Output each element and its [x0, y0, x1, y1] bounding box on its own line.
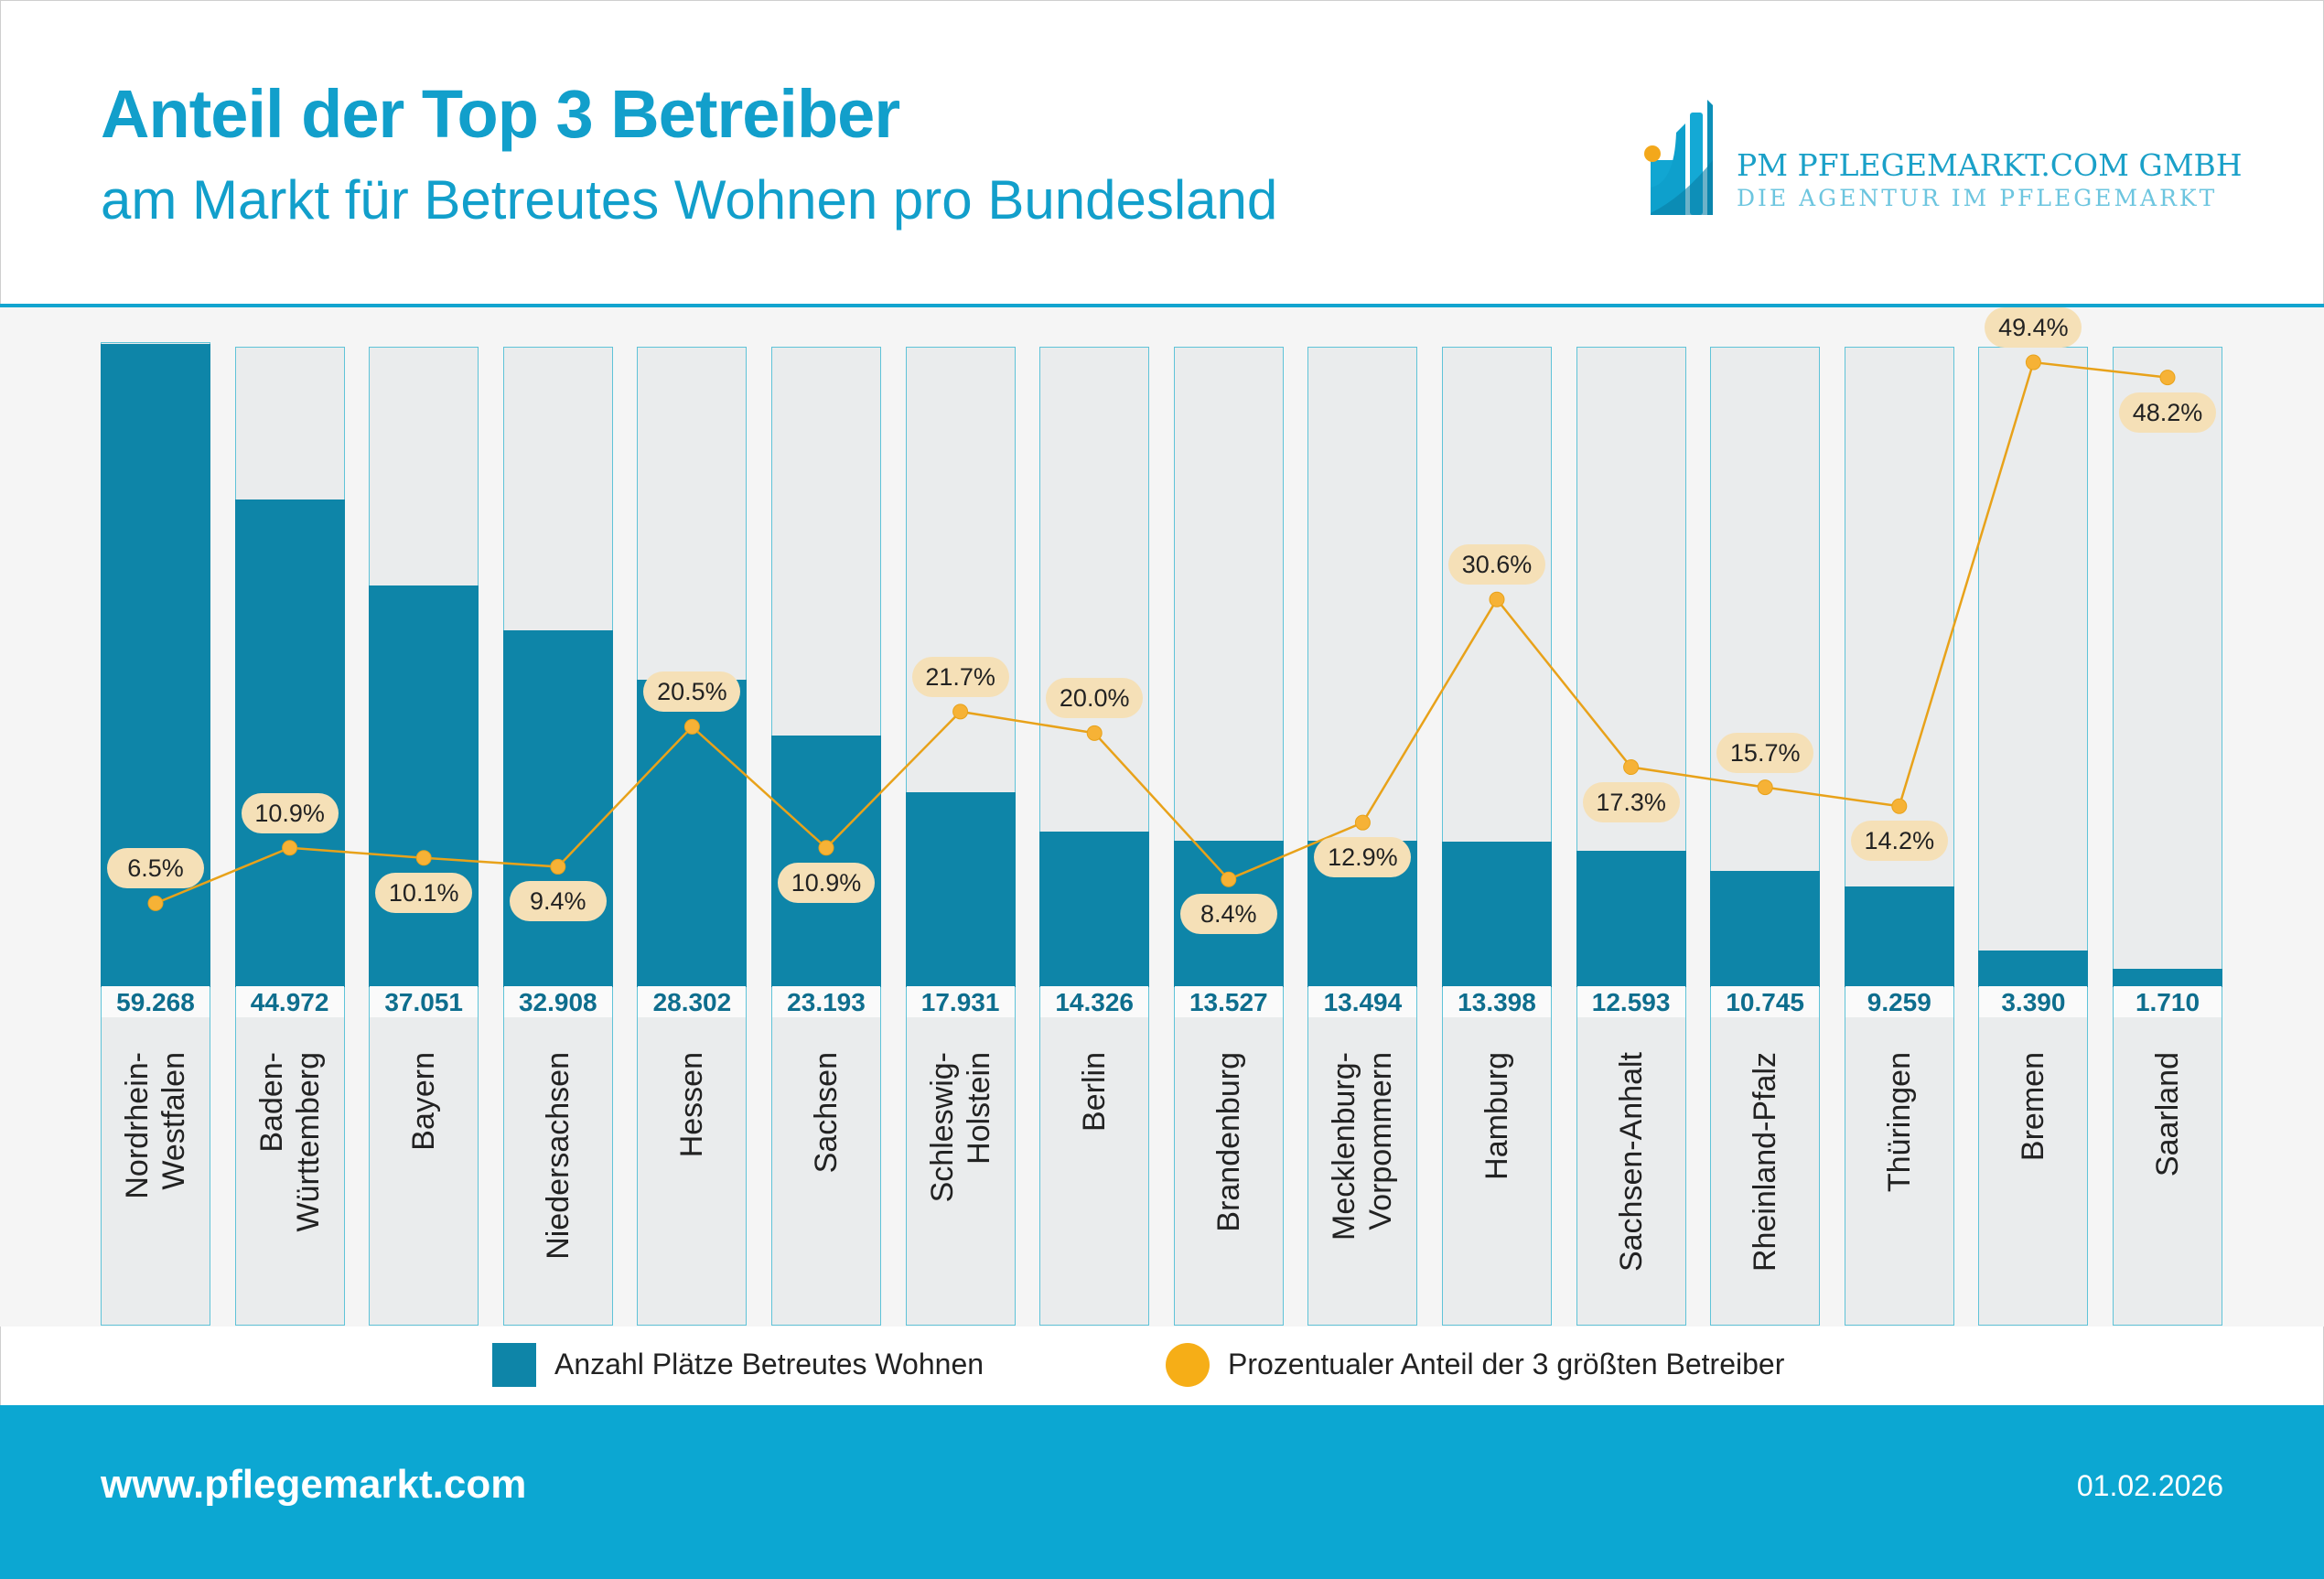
percentage-label: 21.7% [911, 656, 1009, 697]
percentage-label: 8.4% [1179, 894, 1277, 935]
bar-value-label: 23.193 [772, 986, 880, 1017]
bar-value-label: 32.908 [503, 986, 612, 1017]
bar [1710, 870, 1821, 987]
bar-value-label: 1.710 [2114, 986, 2222, 1017]
bar-value-label: 28.302 [638, 986, 747, 1017]
percentage-label: 20.5% [643, 671, 741, 713]
bar-value-label: 37.051 [370, 986, 479, 1017]
bar-column: 17.931 Schleswig- Holstein [905, 347, 1016, 1326]
chart-area [0, 307, 2324, 1327]
bar [101, 344, 210, 987]
bar-value-label: 13.527 [1174, 986, 1283, 1017]
bar [1039, 832, 1150, 987]
chart-title: Anteil der Top 3 Betreiber [101, 76, 900, 152]
bar-column: 3.390 Bremen [1978, 347, 2089, 1326]
percentage-label: 49.4% [1985, 307, 2082, 349]
legend-line-label: Prozentualer Anteil der 3 größten Betrei… [1228, 1348, 1785, 1380]
bar [905, 792, 1016, 987]
category-label: Bremen [2016, 1052, 2051, 1162]
percentage-label: 17.3% [1582, 781, 1680, 822]
footer-date: 01.02.2026 [2076, 1469, 2223, 1502]
category-label: Baden- Württemberg [253, 1052, 326, 1232]
percentage-label: 12.9% [1314, 837, 1412, 878]
bar-column: 59.268 Nordrhein- Westfalen [101, 342, 210, 1326]
category-label: Schleswig- Holstein [924, 1052, 996, 1203]
logo-bars-icon [1644, 100, 1713, 215]
bar-column: 44.972 Baden- Württemberg [234, 347, 345, 1326]
bar-value-label: 59.268 [102, 986, 210, 1017]
bar-column: 23.193 Sachsen [771, 347, 881, 1326]
bar-value-label: 10.745 [1711, 986, 1820, 1017]
bar-value-label: 44.972 [235, 986, 344, 1017]
footer-website-link[interactable]: www.pflegemarkt.com [101, 1462, 527, 1507]
category-label: Hamburg [1479, 1052, 1514, 1180]
category-label: Niedersachsen [540, 1052, 576, 1260]
bar [1576, 850, 1686, 987]
legend-line-swatch [1166, 1343, 1210, 1387]
bar [1844, 886, 1954, 987]
percentage-label: 14.2% [1850, 821, 1948, 862]
bar [369, 585, 479, 987]
legend-bar-label: Anzahl Plätze Betreutes Wohnen [554, 1348, 984, 1380]
bar-column: 32.908 Niedersachsen [502, 347, 613, 1326]
percentage-label: 10.1% [375, 872, 473, 913]
bar-column: 13.527 Brandenburg [1173, 347, 1284, 1326]
bar [637, 680, 748, 987]
category-label: Hessen [674, 1052, 710, 1158]
percentage-label: 10.9% [241, 792, 339, 833]
category-label: Mecklenburg- Vorpommern [1327, 1052, 1399, 1241]
bar [502, 629, 613, 987]
percentage-label: 10.9% [778, 862, 875, 903]
bar-value-label: 13.398 [1443, 986, 1551, 1017]
bar-column: 12.593 Sachsen-Anhalt [1576, 347, 1686, 1326]
bar [1978, 950, 2089, 987]
percentage-label: 9.4% [509, 881, 607, 922]
category-label: Thüringen [1881, 1052, 1917, 1193]
category-label: Sachsen [809, 1052, 844, 1174]
bar-column: 37.051 Bayern [369, 347, 479, 1326]
bar-value-label: 17.931 [906, 986, 1015, 1017]
bar [234, 499, 345, 987]
bar-column: 10.745 Rheinland-Pfalz [1710, 347, 1821, 1326]
category-label: Berlin [1077, 1052, 1113, 1132]
category-label: Sachsen-Anhalt [1613, 1052, 1649, 1273]
bar [1442, 842, 1552, 987]
bar-column: 14.326 Berlin [1039, 347, 1150, 1326]
legend-bar-swatch [492, 1343, 536, 1387]
bar-column: 28.302 Hessen [637, 347, 748, 1326]
category-label: Brandenburg [1210, 1052, 1246, 1232]
bar-value-label: 14.326 [1040, 986, 1149, 1017]
percentage-label: 48.2% [2119, 392, 2216, 433]
logo-tagline: DIE AGENTUR IM PFLEGEMARKT [1737, 185, 2218, 211]
category-label: Rheinland-Pfalz [1748, 1052, 1783, 1273]
company-logo: PM PFLEGEMARKT.COM GMBH DIE AGENTUR IM P… [1638, 96, 2243, 215]
percentage-label: 6.5% [107, 848, 204, 889]
category-label: Bayern [406, 1052, 442, 1151]
bar [2113, 968, 2222, 987]
bar-value-label: 13.494 [1308, 986, 1417, 1017]
bar-column: 13.494 Mecklenburg- Vorpommern [1307, 347, 1418, 1326]
category-label: Saarland [2150, 1052, 2185, 1177]
bar [771, 735, 881, 987]
header-divider [0, 304, 2324, 307]
bar-value-label: 9.259 [1845, 986, 1953, 1017]
chart-subtitle: am Markt für Betreutes Wohnen pro Bundes… [101, 169, 1278, 231]
logo-company-name: PM PFLEGEMARKT.COM GMBH [1737, 147, 2243, 183]
bar-column: 1.710 Saarland [2113, 347, 2222, 1326]
bar-value-label: 12.593 [1576, 986, 1685, 1017]
bar-value-label: 3.390 [1979, 986, 2088, 1017]
percentage-label: 15.7% [1716, 732, 1814, 773]
percentage-label: 20.0% [1046, 678, 1144, 719]
footer: www.pflegemarkt.com 01.02.2026 [0, 1405, 2324, 1579]
category-label: Nordrhein- Westfalen [120, 1052, 191, 1199]
percentage-label: 30.6% [1448, 544, 1545, 585]
bar-column: 13.398 Hamburg [1442, 347, 1552, 1326]
